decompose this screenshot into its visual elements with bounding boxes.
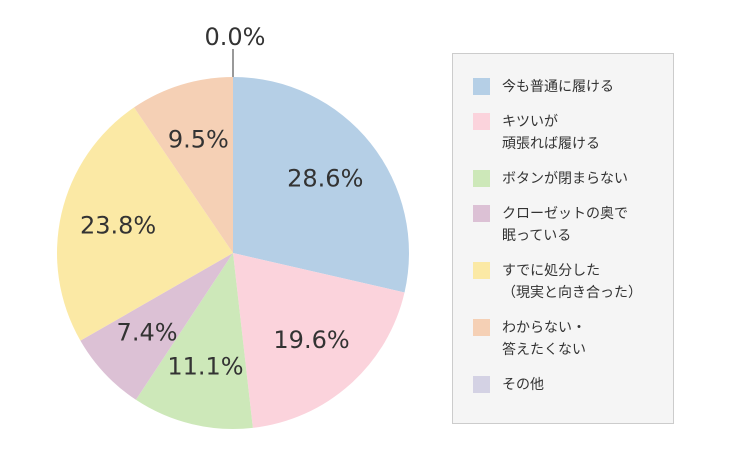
legend-item: キツいが 頑張れば履ける bbox=[473, 111, 673, 155]
legend-swatch bbox=[473, 319, 490, 336]
legend-label: すでに処分した （現実と向き合った） bbox=[502, 263, 642, 301]
value-label: 7.4% bbox=[117, 319, 178, 347]
legend-label: わからない・ 答えたくない bbox=[502, 320, 586, 358]
pie-slice bbox=[135, 253, 253, 429]
pie-slice bbox=[233, 253, 405, 428]
legend-label: ボタンが閉まらない bbox=[502, 171, 628, 187]
legend-item: 今も普通に履ける bbox=[473, 76, 673, 98]
legend-swatch bbox=[473, 262, 490, 279]
value-label: 0.0% bbox=[205, 23, 266, 51]
pie-slice bbox=[134, 77, 233, 253]
value-label: 11.1% bbox=[167, 353, 243, 381]
value-label: 19.6% bbox=[273, 326, 349, 354]
pie-slice bbox=[80, 253, 233, 400]
pie-slice bbox=[233, 77, 410, 293]
legend-swatch bbox=[473, 376, 490, 393]
legend-label: その他 bbox=[502, 377, 544, 393]
legend-swatch bbox=[473, 78, 490, 95]
legend-label: クローゼットの奥で 眠っている bbox=[502, 206, 628, 244]
value-label: 23.8% bbox=[80, 212, 156, 240]
legend-item: ボタンが閉まらない bbox=[473, 168, 673, 190]
legend-item: わからない・ 答えたくない bbox=[473, 317, 673, 361]
legend-swatch bbox=[473, 205, 490, 222]
legend: 今も普通に履けるキツいが 頑張れば履けるボタンが閉まらないクローゼットの奥で 眠… bbox=[452, 53, 674, 424]
value-label: 9.5% bbox=[168, 125, 229, 153]
legend-item: その他 bbox=[473, 374, 673, 396]
legend-swatch bbox=[473, 113, 490, 130]
legend-label: 今も普通に履ける bbox=[502, 79, 614, 95]
legend-label: キツいが 頑張れば履ける bbox=[502, 114, 600, 152]
pie-slice bbox=[57, 107, 234, 341]
legend-swatch bbox=[473, 170, 490, 187]
legend-item: クローゼットの奥で 眠っている bbox=[473, 203, 673, 247]
value-label: 28.6% bbox=[287, 165, 363, 193]
legend-item: すでに処分した （現実と向き合った） bbox=[473, 260, 673, 304]
